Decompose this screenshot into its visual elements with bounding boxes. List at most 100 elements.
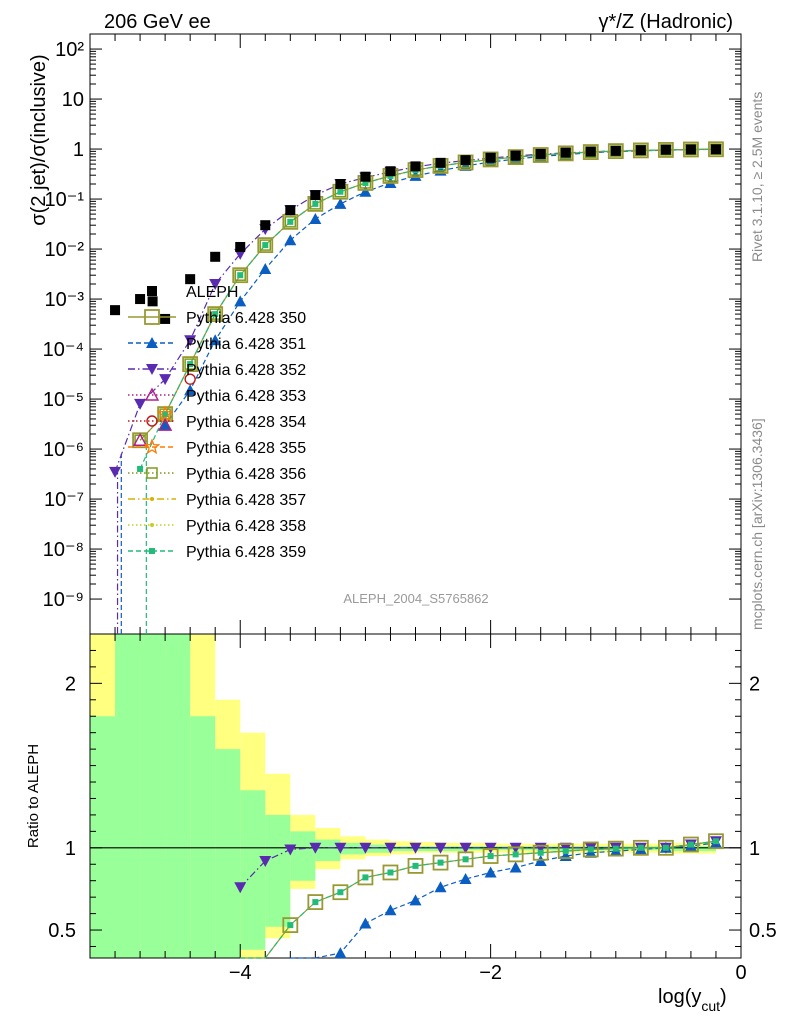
series-350-marker	[683, 141, 699, 158]
ratio-y-tick-label: 2	[65, 673, 76, 695]
ratio-352-marker	[234, 882, 247, 894]
ratio-359-marker	[612, 845, 619, 852]
aleph-data-point	[410, 161, 421, 172]
series-351-marker	[184, 384, 197, 396]
series-350-marker	[482, 151, 499, 168]
ratio-350-marker	[632, 839, 649, 856]
series-359-marker	[162, 411, 169, 418]
legend-label-355: Pythia 6.428 355	[186, 440, 306, 457]
ratio-350-marker	[532, 844, 549, 861]
aleph-data-point	[147, 296, 158, 307]
ratio-350-marker	[657, 839, 674, 856]
ratio-351-marker	[459, 873, 472, 885]
axes-group: 10⁻⁹10⁻⁸10⁻⁷10⁻⁶10⁻⁵10⁻⁴10⁻³10⁻²10⁻¹1101…	[43, 33, 777, 984]
ratio-359-marker	[662, 844, 669, 851]
series-359-marker	[312, 200, 319, 207]
series-356-marker	[184, 358, 196, 370]
xlabel: log(ycut)	[658, 986, 727, 1014]
series-350-marker	[207, 306, 224, 323]
aleph-data-point	[635, 145, 646, 156]
legend-marker-350	[144, 309, 160, 325]
band-inner-bin	[665, 846, 691, 852]
aleph-data-point	[160, 313, 171, 324]
band-inner-bin	[390, 846, 416, 852]
legend-label-353: Pythia 6.428 353	[186, 388, 306, 405]
series-351-marker	[234, 295, 247, 307]
series-352-marker	[159, 374, 172, 386]
ratio-y-tick-label-right: 2	[749, 673, 760, 695]
aleph-data-point	[710, 144, 721, 155]
ratio-352-marker	[334, 842, 347, 854]
ratio-351-line	[290, 842, 717, 959]
series-350-marker	[557, 145, 574, 162]
ratio-359-marker	[487, 853, 494, 860]
series-350-marker	[257, 237, 274, 253]
series-350-marker	[532, 147, 549, 163]
series-351-marker	[359, 185, 372, 197]
ratio-359-marker	[362, 874, 369, 881]
ratio-352-marker	[384, 842, 397, 854]
y-tick-label: 10⁻⁴	[43, 339, 84, 361]
series-356-marker	[234, 269, 246, 281]
ratio-359-marker	[412, 862, 419, 869]
y-tick-label: 10⁻⁷	[44, 489, 84, 511]
ratio-359-marker	[512, 851, 519, 858]
ratio-352-marker	[434, 842, 447, 854]
ratio-352-marker	[359, 842, 372, 854]
band-inner-bin	[265, 814, 291, 927]
series-350-marker	[708, 141, 724, 158]
ratio-359-marker	[312, 899, 319, 906]
legend-label-356: Pythia 6.428 356	[186, 466, 306, 483]
legend-marker-353	[144, 387, 160, 401]
y-tick-label: 10⁻⁸	[43, 539, 84, 561]
ratio-350-marker	[382, 864, 399, 881]
ratio-359-marker	[562, 848, 569, 855]
band-inner-bin	[340, 842, 366, 855]
ratio-359-line	[240, 840, 717, 959]
legend-marker-357	[150, 497, 154, 501]
aleph-data-point	[585, 146, 596, 157]
aleph-data-point	[260, 220, 271, 231]
legend-marker-351	[146, 337, 158, 348]
ratio-350-marker	[457, 851, 474, 868]
legend-label-aleph: ALEPH	[186, 284, 238, 301]
aleph-data-point	[335, 179, 346, 189]
rivet-version: Rivet 3.1.10, ≥ 2.5M events	[749, 92, 765, 262]
series-353-marker	[157, 417, 173, 431]
aleph-data-point	[285, 205, 296, 216]
band-inner-bin	[115, 634, 141, 958]
main-ylabel: σ(2 jet)/σ(inclusive)	[28, 54, 50, 225]
aleph-data-point	[535, 148, 546, 159]
ratio-359-marker	[337, 889, 344, 896]
band-inner-bin	[415, 846, 441, 852]
series-351-marker	[159, 419, 172, 431]
ratio-351-marker	[384, 904, 397, 916]
legend-marker-356	[146, 467, 158, 479]
y-tick-label: 10²	[55, 39, 84, 61]
y-tick-label: 10⁻⁶	[43, 439, 84, 461]
ratio-350-marker	[507, 846, 524, 863]
ratio-350-marker	[357, 869, 374, 886]
ratio-351-marker	[484, 866, 497, 878]
ratio-350-marker	[708, 833, 724, 850]
x-tick-label: 0	[735, 962, 746, 984]
ratio-350-marker	[332, 884, 349, 901]
ratio-350-marker	[432, 854, 449, 871]
series-359-marker	[262, 242, 269, 249]
series-351-marker	[284, 234, 297, 246]
series-351-marker	[334, 197, 347, 209]
aleph-data-point	[660, 144, 671, 155]
ratio-352-marker	[409, 842, 422, 854]
ratio-359-marker	[587, 846, 594, 853]
aleph-data-point	[460, 155, 471, 166]
ratio-351-marker	[334, 947, 347, 959]
ratio-350-marker	[582, 841, 599, 858]
ratio-352-marker	[284, 844, 297, 856]
ratio-350-marker	[557, 843, 574, 859]
aleph-data-point	[435, 157, 446, 168]
legend-marker-aleph	[147, 286, 157, 296]
aleph-data-point	[485, 152, 496, 163]
series-350-marker	[657, 142, 674, 158]
series-351-marker	[309, 212, 322, 224]
